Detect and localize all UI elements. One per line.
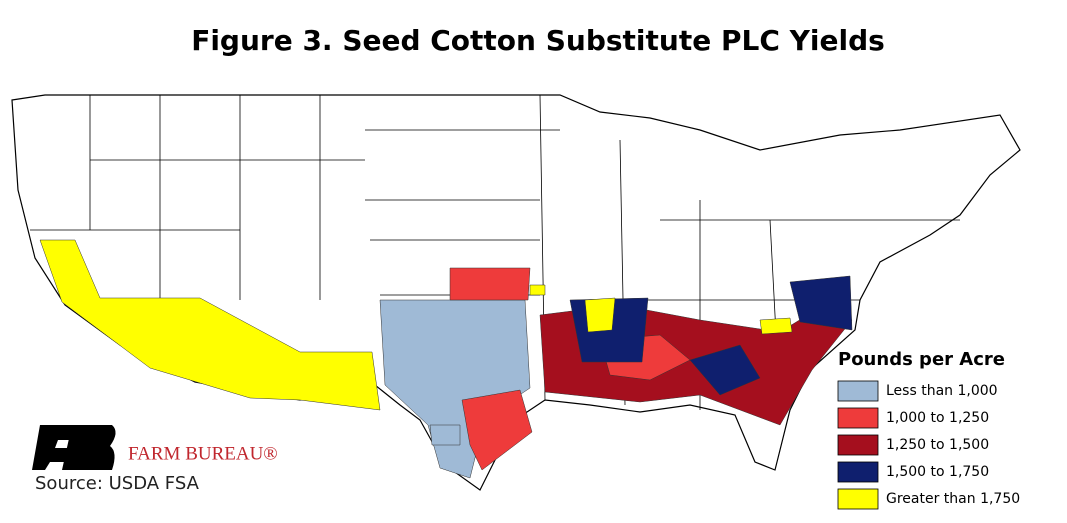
logo: FARM BUREAU® <box>32 425 278 470</box>
legend-title: Pounds per Acre <box>838 349 1005 370</box>
legend-label: Less than 1,000 <box>886 383 998 399</box>
county-region <box>529 284 546 296</box>
legend-swatch <box>837 461 879 483</box>
legend-swatch <box>837 488 879 510</box>
legend-swatch <box>837 407 879 429</box>
us-map <box>11 94 1021 491</box>
county-region <box>461 389 533 471</box>
legend-label: Greater than 1,750 <box>886 491 1020 507</box>
title: Figure 3. Seed Cotton Substitute PLC Yie… <box>191 24 885 57</box>
county-region <box>449 267 531 301</box>
legend-label: 1,500 to 1,750 <box>886 464 989 480</box>
county-region <box>429 424 461 446</box>
legend-label: 1,250 to 1,500 <box>886 437 989 453</box>
county-region <box>789 275 853 331</box>
county-region <box>759 317 793 335</box>
county-region <box>689 344 761 396</box>
logo-icon-b <box>62 425 116 470</box>
source: Source: USDA FSA <box>35 473 200 494</box>
legend-swatch <box>837 380 879 402</box>
county-region <box>39 239 381 411</box>
logo-text: FARM BUREAU® <box>128 443 278 464</box>
legend: Pounds per Acre Less than 1,000 1,000 to … <box>837 349 1020 510</box>
legend-label: 1,000 to 1,250 <box>886 410 989 426</box>
county-region <box>584 297 616 333</box>
legend-swatch <box>837 434 879 456</box>
county-region <box>379 299 531 479</box>
